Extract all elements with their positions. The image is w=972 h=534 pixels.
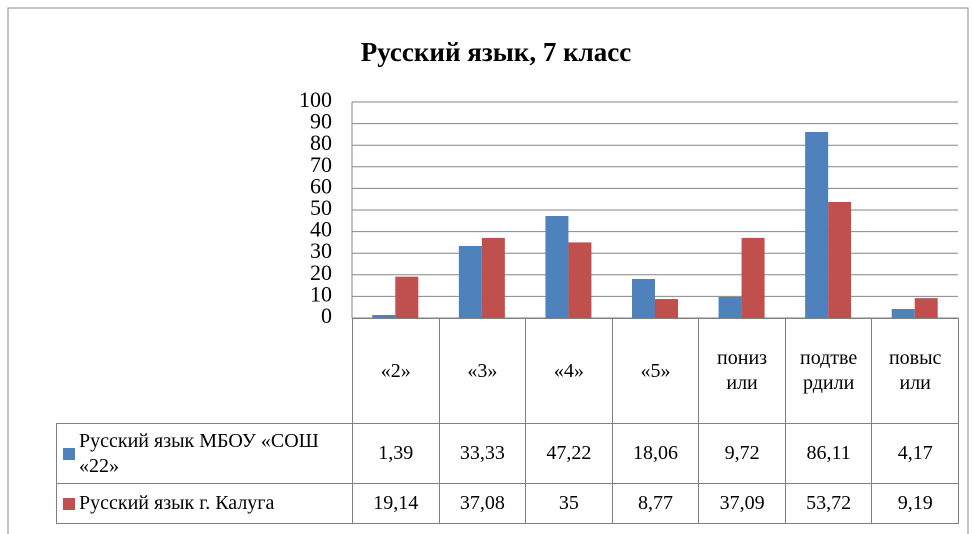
value-cell-text: 9,19 bbox=[897, 492, 933, 514]
value-cell: 86,11 bbox=[784, 423, 873, 484]
bar bbox=[718, 297, 742, 318]
category-cell: повысили bbox=[871, 318, 959, 424]
value-cell-text: 19,14 bbox=[373, 492, 419, 514]
legend-cell-text: Русский язык г. Калуга bbox=[79, 492, 275, 514]
bar bbox=[828, 201, 852, 318]
category-cell-text: подтвердили bbox=[800, 347, 858, 394]
value-cell-text: 53,72 bbox=[806, 492, 852, 514]
value-cell: 37,08 bbox=[438, 483, 527, 524]
category-cell-text: «5» bbox=[640, 359, 671, 382]
bar bbox=[372, 314, 396, 318]
value-cell-text: 35 bbox=[558, 492, 579, 514]
y-tick-label: 90 bbox=[310, 109, 332, 134]
bar bbox=[741, 237, 765, 318]
category-cell: подтвердили bbox=[784, 318, 873, 424]
y-tick-label: 80 bbox=[310, 130, 332, 155]
y-tick-label: 10 bbox=[310, 281, 332, 306]
value-cell-text: 1,39 bbox=[378, 442, 414, 464]
value-cell: 53,72 bbox=[784, 483, 873, 524]
value-cell: 9,19 bbox=[871, 483, 959, 524]
bar bbox=[545, 216, 569, 318]
y-tick-label: 40 bbox=[310, 217, 332, 242]
value-cell: 33,33 bbox=[438, 423, 527, 484]
chart-frame bbox=[7, 7, 969, 534]
bar bbox=[805, 132, 829, 318]
category-cell: «2» bbox=[352, 318, 440, 424]
value-cell: 18,06 bbox=[611, 423, 700, 484]
legend-swatch bbox=[63, 497, 75, 510]
value-cell-text: 18,06 bbox=[632, 442, 678, 464]
legend-swatch bbox=[63, 447, 75, 460]
value-cell-text: 47,22 bbox=[546, 442, 592, 464]
bar bbox=[632, 278, 655, 318]
bar bbox=[568, 242, 592, 318]
category-cell-text: повысили bbox=[888, 347, 942, 394]
category-cell: «3» bbox=[438, 318, 527, 424]
category-cell-text: «4» bbox=[553, 359, 584, 382]
bar bbox=[481, 237, 505, 318]
value-cell-text: 8,77 bbox=[637, 492, 673, 514]
value-cell: 1,39 bbox=[352, 423, 440, 484]
bar bbox=[458, 246, 482, 318]
value-cell: 35 bbox=[525, 483, 613, 524]
category-cell-text: «3» bbox=[467, 359, 498, 382]
y-tick-label: 70 bbox=[310, 152, 332, 177]
category-cell-text: понизили bbox=[717, 347, 768, 394]
value-cell-text: 9,72 bbox=[724, 442, 760, 464]
category-cell: «5» bbox=[611, 318, 700, 424]
y-tick-label: 60 bbox=[310, 173, 332, 198]
legend-cell-text: Русский язык МБОУ «СОШ «22» bbox=[79, 429, 319, 477]
bar bbox=[891, 308, 915, 318]
value-cell: 37,09 bbox=[698, 483, 786, 524]
value-cell: 47,22 bbox=[525, 423, 613, 484]
value-cell: 4,17 bbox=[871, 423, 959, 484]
y-tick-label: 30 bbox=[310, 238, 332, 263]
value-cell: 19,14 bbox=[352, 483, 440, 524]
y-tick-label: 0 bbox=[321, 303, 332, 328]
value-cell: 9,72 bbox=[698, 423, 786, 484]
value-cell-text: 33,33 bbox=[459, 442, 505, 464]
value-cell-text: 4,17 bbox=[897, 442, 933, 464]
value-cell: 8,77 bbox=[611, 483, 700, 524]
category-cell: понизили bbox=[698, 318, 786, 424]
value-cell-text: 86,11 bbox=[806, 442, 851, 464]
y-tick-label: 20 bbox=[310, 260, 332, 285]
bar bbox=[914, 298, 938, 318]
chart-title: Русский язык, 7 класс bbox=[361, 37, 632, 67]
bar bbox=[395, 276, 419, 318]
value-cell-text: 37,08 bbox=[459, 492, 505, 514]
legend-cell: Русский язык г. Калуга bbox=[56, 483, 353, 524]
category-cell: «4» bbox=[525, 318, 613, 424]
y-tick-label: 100 bbox=[299, 87, 332, 112]
bar bbox=[655, 299, 678, 318]
y-tick-label: 50 bbox=[310, 195, 332, 220]
value-cell-text: 37,09 bbox=[719, 492, 765, 514]
legend-cell: Русский язык МБОУ «СОШ «22» bbox=[56, 423, 353, 484]
category-cell-text: «2» bbox=[380, 359, 411, 382]
